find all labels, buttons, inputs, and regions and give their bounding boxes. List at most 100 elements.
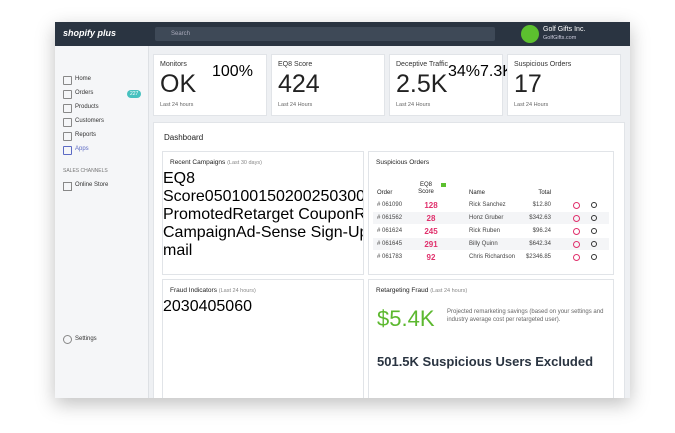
x-tick-label: 150 [258, 188, 285, 205]
search-placeholder: Search [171, 31, 191, 37]
y-tick-label: Facebook Promoted [163, 206, 233, 223]
card-title: Suspicious Orders [514, 61, 572, 68]
inspect-button[interactable] [591, 202, 597, 208]
nav-icon [63, 76, 72, 85]
panel-title: Suspicious Orders [376, 159, 430, 166]
y-tick-label: 20 [163, 298, 181, 315]
y-tick-label: Opt-in E-mail [163, 242, 193, 259]
dashboard-title: Dashboard [164, 133, 204, 142]
card-subtitle: Last 24 Hours [396, 102, 431, 108]
suspicious-orders-panel: Suspicious Orders Order EQ8 Score Name Tota… [368, 151, 614, 275]
stat-card: EQ8 Score 424 Last 24 Hours [271, 54, 385, 116]
card-value: OK [160, 70, 197, 98]
card-title: Deceptive Traffic [396, 61, 449, 68]
panel-period: (Last 30 days) [227, 160, 262, 166]
cell: $2346.85 [525, 254, 551, 260]
channel-icon [63, 182, 72, 191]
retargeting-panel: Retargeting Fraud (Last 24 hours) $5.4K … [368, 279, 614, 398]
brand: shopify plus [63, 28, 117, 38]
nav-item[interactable]: Home [75, 76, 92, 82]
stat-card: Deceptive Traffic 2.5K Last 24 Hours 34%7.3… [389, 54, 513, 116]
bar-chart: EQ8 Score050100150200250300 Facebook Prom… [163, 170, 364, 260]
y-tick-label: Rewards Campaign [163, 206, 363, 241]
cell: $342.63 [529, 215, 551, 221]
cell: $642.34 [529, 241, 551, 247]
settings[interactable]: Settings [75, 336, 97, 342]
nav-icon [63, 104, 72, 113]
block-button[interactable] [573, 202, 580, 209]
stat-card: Monitors OK Last 24 hours 100% [153, 54, 267, 116]
block-button[interactable] [573, 228, 580, 235]
cell: 128 [424, 201, 438, 210]
card-subtitle: Last 24 hours [160, 102, 194, 108]
card-graphic: 34%7.3K [448, 63, 513, 81]
cell: 92 [426, 253, 436, 262]
block-button[interactable] [573, 215, 580, 222]
nav-item[interactable]: Products [75, 104, 99, 110]
y-tick-label: 60 [234, 298, 252, 315]
score-legend [441, 183, 446, 187]
x-tick-label: 300 [338, 188, 364, 205]
recent-campaigns-panel: Recent Campaigns (Last 30 days) EQ8 Scor… [162, 151, 364, 275]
panel-title: Fraud Indicators (Last 24 hours) [170, 287, 256, 294]
cell: # 061783 [377, 254, 403, 260]
cell: $96.24 [532, 228, 551, 234]
panel-title-text: Recent Campaigns [170, 159, 226, 166]
inspect-button[interactable] [591, 228, 597, 234]
y-tick-label: 40 [198, 298, 217, 315]
card-graphic: 100% [212, 63, 253, 81]
card-subtitle: Last 24 Hours [278, 102, 313, 108]
nav-item[interactable]: Orders [75, 90, 94, 96]
nav-item[interactable]: Customers [75, 118, 105, 124]
store-avatar[interactable] [521, 25, 539, 43]
nav-item[interactable]: Apps [75, 146, 89, 152]
x-tick-label: 50 [213, 188, 232, 205]
nav-icon [63, 146, 72, 155]
card-value: 424 [278, 70, 320, 98]
gauge-total: 7.3K [480, 63, 513, 80]
card-value: 2.5K [396, 70, 448, 98]
cell: # 061090 [377, 202, 403, 208]
search-box[interactable]: Search [155, 27, 495, 41]
sidebar: Home Orders Products Customers Reports Apps 22… [55, 46, 149, 398]
excluded-users: 501.5K Suspicious Users Excluded [377, 354, 594, 369]
x-tick-label: 200 [284, 188, 312, 205]
cell: Chris Richardson [469, 254, 516, 260]
nav-item[interactable]: Reports [75, 132, 97, 138]
cell: # 061562 [377, 215, 403, 221]
row-stripe [373, 212, 609, 224]
y-tick-label: 30 [180, 298, 199, 315]
cell: Honz Gruber [469, 215, 504, 221]
top-bar: shopify plus Search Golf Gifts Inc. Golf… [55, 22, 630, 46]
x-tick-label: 0 [204, 188, 214, 205]
inspect-button[interactable] [591, 241, 597, 247]
nav-icon [63, 132, 72, 141]
cell: Rick Ruben [469, 228, 501, 234]
inspect-button[interactable] [591, 254, 597, 260]
column-header: Order [377, 190, 393, 196]
chart-title: EQ8 Score [163, 170, 205, 205]
x-tick-label: 250 [311, 188, 339, 205]
dashboard: Dashboard Recent Campaigns (Last 30 days… [153, 122, 625, 398]
channel-item[interactable]: Online Store [75, 182, 109, 188]
app-window: shopify plus Search Golf Gifts Inc. Golf… [55, 22, 630, 398]
inspect-button[interactable] [591, 215, 597, 221]
block-button[interactable] [573, 254, 580, 261]
card-title: Monitors [160, 61, 187, 68]
x-tick-label: 100 [231, 188, 259, 205]
line-chart: 2030405060 [163, 298, 252, 316]
panel-title-text: Fraud Indicators [170, 287, 217, 294]
gauge-label: 34% [448, 63, 481, 80]
fraud-indicators-panel: Fraud Indicators (Last 24 hours) 2030405… [162, 279, 364, 398]
panel-title-text: Retargeting Fraud [376, 287, 429, 294]
block-button[interactable] [573, 241, 580, 248]
store-name[interactable]: Golf Gifts Inc. [543, 26, 586, 33]
card-title: EQ8 Score [278, 61, 313, 68]
column-header: Name [469, 190, 486, 196]
cell: 291 [424, 240, 438, 249]
section-heading: SALES CHANNELS [63, 168, 108, 174]
cell: 28 [426, 214, 436, 223]
cell: Billy Quinn [469, 241, 498, 247]
settings-icon [63, 335, 72, 344]
cell: Rick Sanchez [469, 202, 506, 208]
